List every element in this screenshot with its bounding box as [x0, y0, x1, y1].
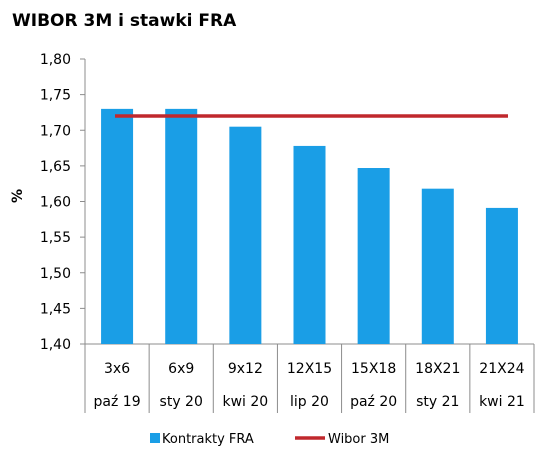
x-tick-label: 18X21: [415, 361, 460, 377]
chart-title: WIBOR 3M i stawki FRA: [12, 11, 237, 31]
legend-swatch-kontrakty-fra: [150, 433, 160, 443]
bar-kontrakty-fra: [101, 108, 134, 344]
x-tick-label: 15X18: [351, 361, 396, 377]
x-tick-date-label: kwi 21: [479, 394, 525, 410]
y-tick-label: 1,40: [40, 337, 71, 353]
y-tick-label: 1,75: [40, 88, 71, 104]
x-tick-date-label: sty 20: [160, 394, 203, 410]
bar-kontrakty-fra: [165, 108, 198, 344]
x-tick-label: 3x6: [104, 361, 130, 377]
y-tick-label: 1,65: [40, 159, 71, 175]
plot-area: 1,40 1,45 1,50 1,55 1,60 1,65 1,70 1,75 1,80 3x6 p…: [40, 52, 535, 413]
y-tick-label: 1,60: [40, 195, 71, 211]
x-tick-label: 21X24: [479, 361, 524, 377]
x-tick-date-label: paź 19: [94, 394, 141, 410]
bar-kontrakty-fra: [421, 188, 454, 344]
y-tick-label: 1,80: [40, 52, 71, 68]
x-tick-label: 6x9: [168, 361, 194, 377]
legend-label-kontrakty-fra: Kontrakty FRA: [162, 432, 254, 447]
legend-label-wibor-3m: Wibor 3M: [328, 432, 389, 447]
bar-kontrakty-fra: [357, 168, 390, 344]
y-tick-label: 1,50: [40, 266, 71, 282]
bar-kontrakty-fra: [229, 126, 262, 344]
legend: Kontrakty FRA Wibor 3M: [150, 432, 389, 447]
x-tick-date-label: kwi 20: [222, 394, 268, 410]
y-tick-label: 1,55: [40, 230, 71, 246]
x-tick-date-label: sty 21: [416, 394, 459, 410]
bar-kontrakty-fra: [293, 145, 326, 344]
x-tick-date-label: paź 20: [350, 394, 397, 410]
x-tick-label: 9x12: [228, 361, 263, 377]
x-tick-date-label: lip 20: [290, 394, 329, 410]
y-axis-label: %: [10, 189, 26, 203]
y-tick-label: 1,70: [40, 123, 71, 139]
bar-kontrakty-fra: [485, 207, 518, 344]
x-tick-label: 12X15: [287, 361, 332, 377]
y-tick-label: 1,45: [40, 301, 71, 317]
